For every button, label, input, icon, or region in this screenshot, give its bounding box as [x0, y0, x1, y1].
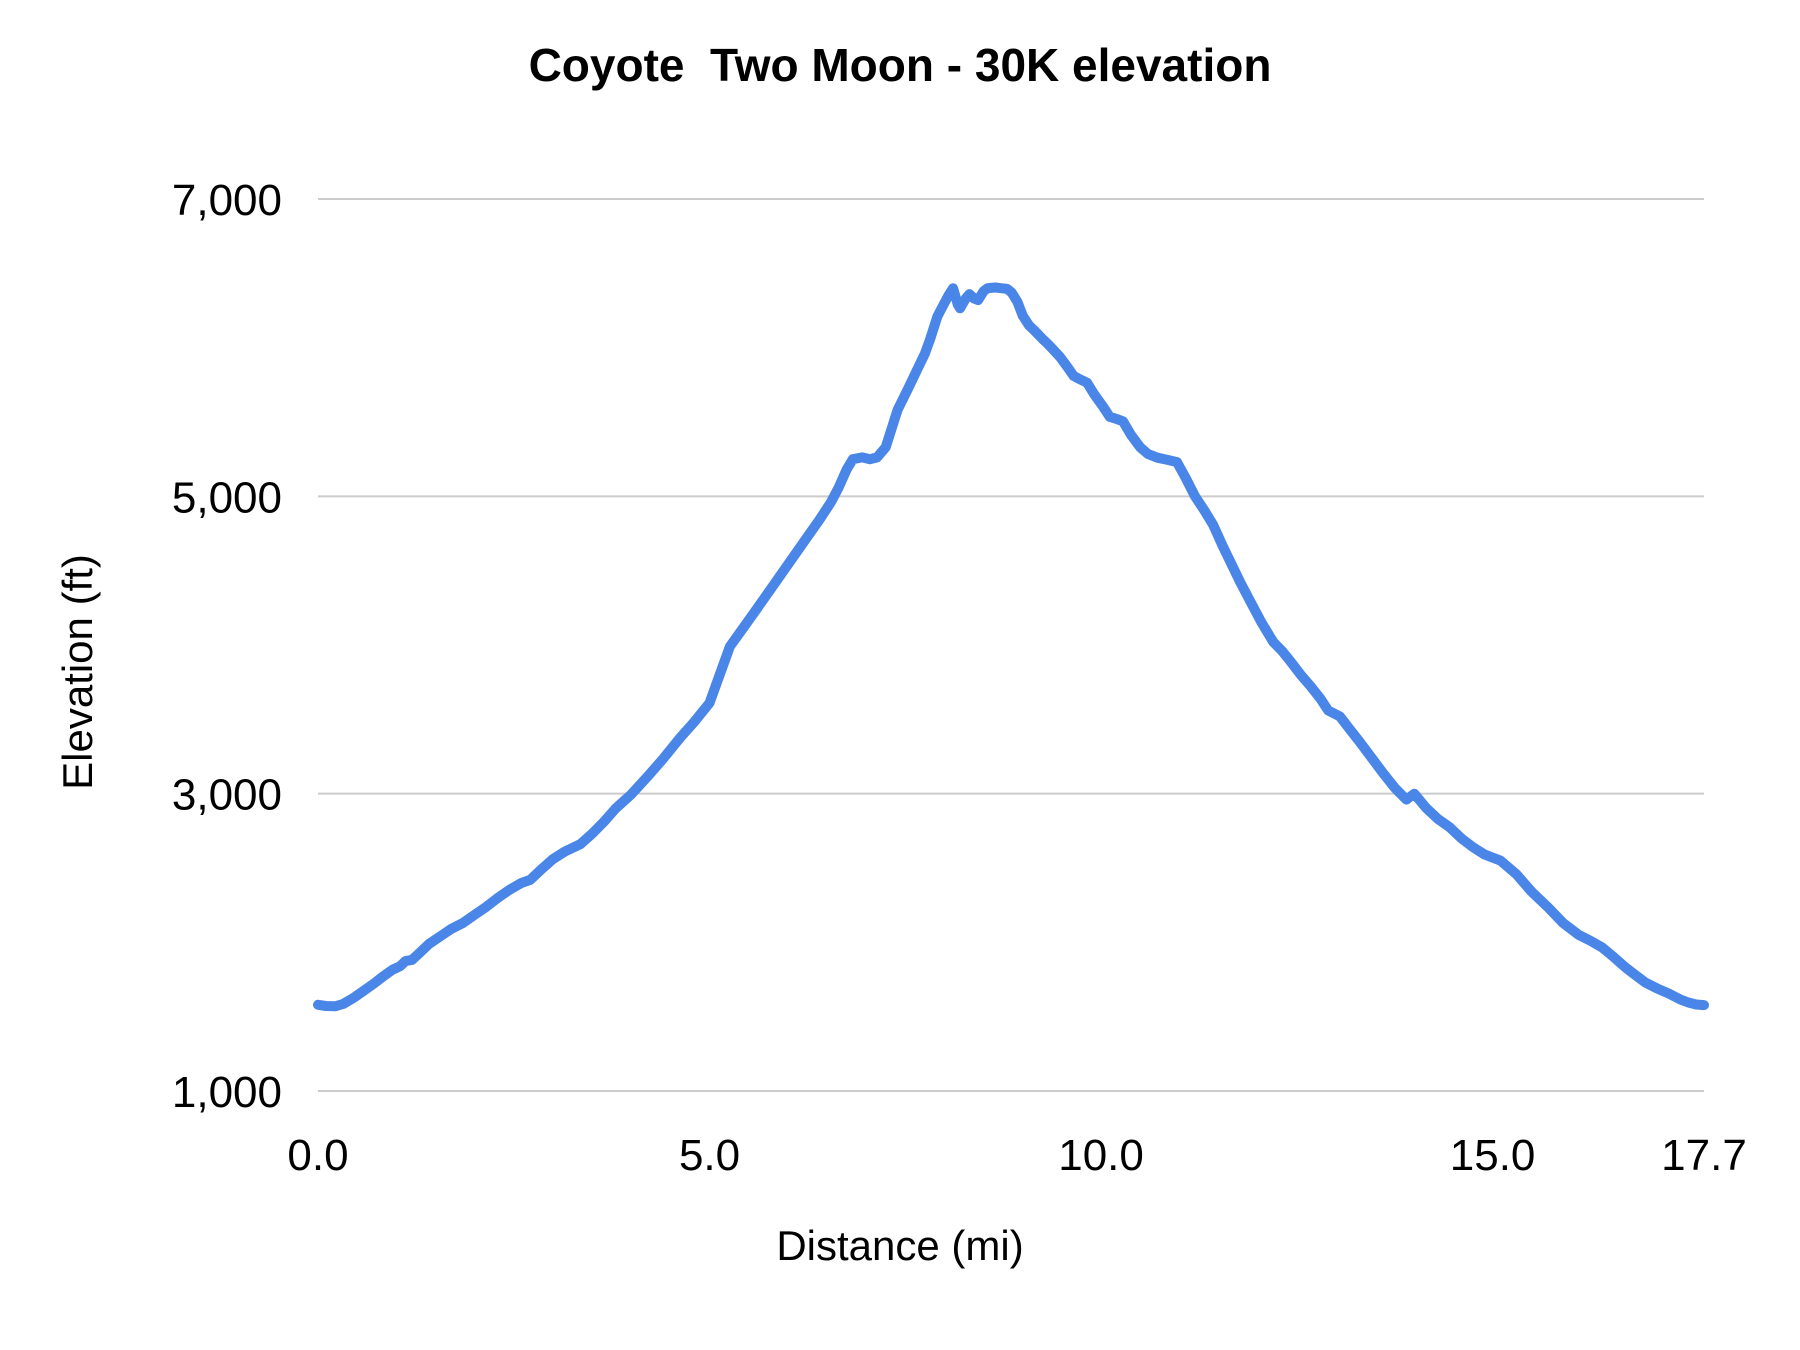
x-tick-label: 5.0 [679, 1131, 740, 1180]
y-tick-label: 5,000 [172, 473, 282, 522]
y-tick-label: 1,000 [172, 1068, 282, 1117]
y-tick-label: 3,000 [172, 771, 282, 820]
y-axis-title: Elevation (ft) [54, 554, 101, 790]
elevation-line [313, 282, 1709, 1012]
x-tick-label: 0.0 [287, 1131, 348, 1180]
chart-title: Coyote Two Moon - 30K elevation [528, 39, 1272, 91]
x-axis-title: Distance (mi) [776, 1222, 1024, 1269]
x-tick-label: 17.7 [1661, 1131, 1747, 1180]
y-tick-label: 7,000 [172, 176, 282, 225]
x-tick-label: 10.0 [1058, 1131, 1144, 1180]
x-tick-label: 15.0 [1450, 1131, 1536, 1180]
